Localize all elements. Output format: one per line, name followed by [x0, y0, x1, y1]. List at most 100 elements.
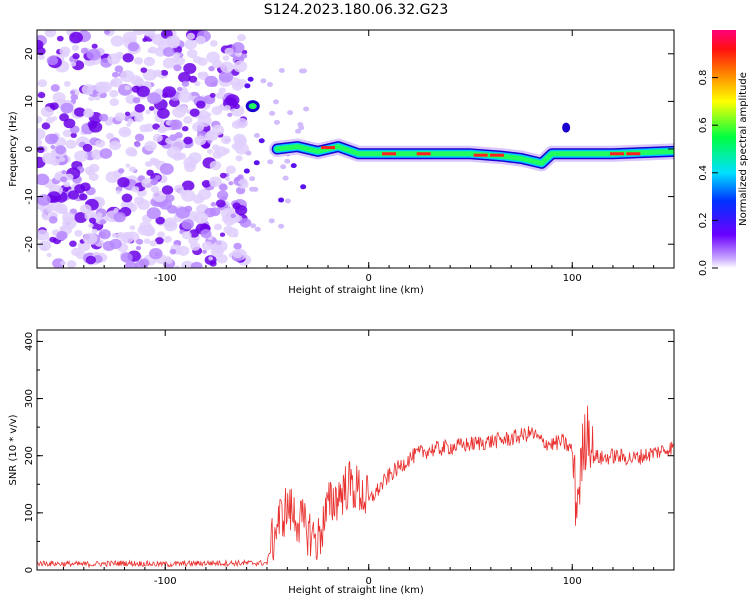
noise-blob	[295, 128, 302, 134]
noise-blob	[114, 65, 124, 73]
noise-blob	[290, 163, 297, 169]
noise-blob	[200, 229, 212, 239]
noise-blob	[147, 48, 153, 53]
noise-blob	[50, 84, 60, 92]
noise-blob	[63, 118, 76, 129]
noise-blob	[280, 164, 287, 170]
noise-blob	[154, 237, 164, 245]
noise-blob	[211, 59, 223, 69]
noise-blob	[82, 232, 98, 245]
noise-blob	[195, 35, 206, 45]
noise-blob	[59, 207, 68, 215]
noise-blob	[59, 46, 71, 56]
noise-blob	[109, 238, 122, 250]
noise-blob	[49, 102, 59, 110]
noise-blob	[152, 190, 167, 203]
noise-blob	[181, 260, 194, 268]
x-tick-label: 0	[366, 273, 372, 284]
noise-blob	[273, 119, 280, 125]
noise-blob	[146, 169, 154, 176]
noise-blob	[174, 265, 181, 268]
noise-blob	[136, 238, 144, 245]
noise-blob	[95, 139, 106, 148]
noise-blob	[209, 160, 222, 171]
noise-blob	[225, 165, 236, 175]
noise-blob	[194, 135, 207, 146]
signal-peak	[626, 152, 641, 156]
noise-blob	[253, 133, 260, 139]
noise-blob	[278, 68, 285, 74]
noise-blob	[143, 56, 156, 67]
noise-blob	[40, 106, 54, 118]
noise-blob	[284, 158, 291, 164]
noise-blob	[157, 231, 165, 238]
snr-xlabel: Height of straight line (km)	[288, 585, 424, 596]
noise-blob	[71, 44, 80, 51]
noise-blob	[88, 96, 95, 102]
noise-blob	[141, 224, 155, 237]
noise-blob	[235, 155, 243, 162]
noise-blob	[174, 184, 184, 193]
noise-blob	[117, 83, 133, 96]
noise-blob	[217, 190, 229, 200]
noise-blob	[219, 232, 226, 237]
noise-blob	[48, 133, 59, 143]
noise-blob	[233, 60, 248, 73]
noise-blob	[59, 113, 69, 122]
noise-blob	[157, 127, 163, 132]
noise-blob	[80, 182, 91, 192]
colorbar-tick-label: 0.8	[698, 70, 709, 86]
noise-blob	[211, 106, 223, 115]
noise-blob	[66, 260, 77, 268]
noise-blob	[122, 31, 137, 44]
noise-blob	[192, 121, 205, 132]
noise-blob	[70, 90, 76, 95]
y-tick-label: -20	[24, 236, 35, 252]
noise-blob	[70, 61, 77, 67]
noise-blob	[129, 225, 136, 230]
noise-blob	[109, 80, 118, 87]
noise-blob	[207, 131, 219, 141]
noise-blob	[109, 98, 120, 107]
noise-blob	[134, 133, 145, 142]
noise-blob	[230, 213, 236, 219]
noise-blob	[110, 35, 125, 47]
signal-peak	[382, 152, 397, 156]
noise-blob	[120, 70, 135, 83]
noise-blob	[49, 236, 57, 243]
noise-blob	[231, 248, 244, 259]
noise-blob	[287, 110, 294, 116]
noise-blob	[38, 54, 45, 60]
noise-blob	[166, 146, 182, 159]
noise-blob	[183, 62, 197, 74]
noise-blob	[181, 180, 195, 192]
noise-blob	[98, 113, 109, 122]
colorbar-ticks: 0.0 0.2 0.4 0.6 0.8	[698, 70, 718, 276]
noise-blob	[212, 150, 223, 159]
noise-blob	[181, 125, 189, 132]
noise-blob	[228, 181, 234, 186]
noise-blob	[86, 48, 101, 61]
noise-blob	[65, 139, 77, 149]
noise-blob	[120, 252, 133, 263]
noise-blob	[91, 149, 100, 156]
noise-blob	[50, 145, 56, 150]
noise-blob	[42, 215, 49, 221]
noise-blob	[94, 81, 108, 93]
noise-blob	[74, 229, 83, 237]
noise-blob	[63, 80, 71, 87]
noise-blob	[37, 229, 49, 241]
snr-series-line	[37, 405, 674, 569]
snr-ylabel: SNR (10 * v/v)	[8, 414, 19, 485]
noise-blob	[131, 186, 140, 193]
noise-blob	[50, 157, 60, 166]
noise-blob	[181, 231, 192, 240]
noise-blob	[224, 47, 234, 56]
noise-blob	[250, 223, 257, 229]
noise-blob	[268, 218, 275, 224]
noise-blob	[249, 186, 256, 192]
colorbar: 0.0 0.2 0.4 0.6 0.8 Normalized spectral ampl…	[698, 30, 749, 276]
noise-blob	[215, 199, 226, 208]
y-tick-label: -10	[24, 188, 35, 204]
